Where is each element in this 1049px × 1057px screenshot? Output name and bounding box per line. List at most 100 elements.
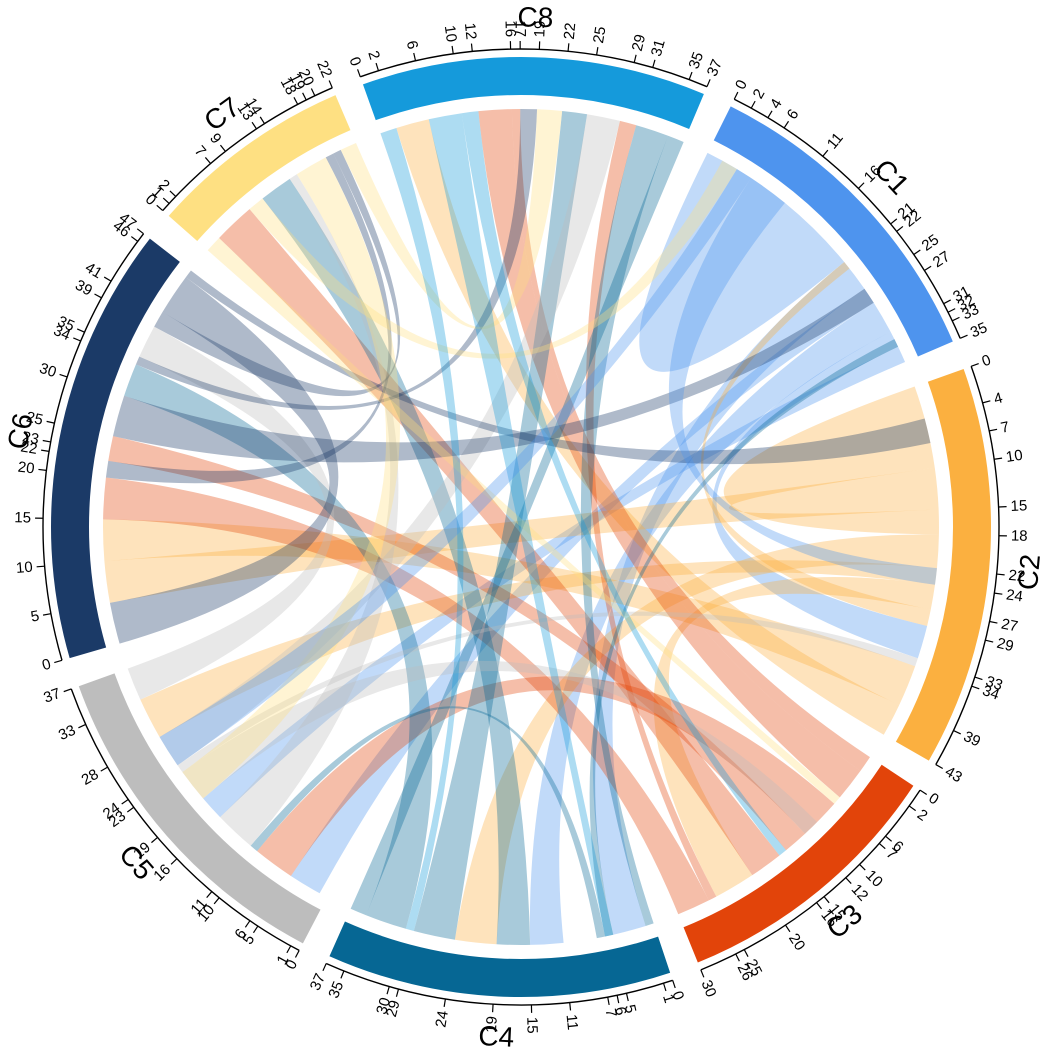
tick-c2-39 bbox=[953, 729, 962, 735]
tick-label-c8-29: 29 bbox=[629, 33, 649, 53]
tick-c2-34 bbox=[971, 685, 980, 690]
tick-c3-0 bbox=[919, 789, 928, 796]
tick-label-c2-10: 10 bbox=[1005, 447, 1024, 466]
tick-label-c8-6: 6 bbox=[403, 39, 421, 51]
tick-label-c8-35: 35 bbox=[685, 50, 707, 72]
tick-label-c7-13: 13 bbox=[234, 100, 257, 123]
tick-c4-30 bbox=[386, 986, 390, 995]
tick-c1-33 bbox=[951, 316, 960, 322]
tick-c8-2 bbox=[375, 62, 380, 71]
tick-c1-0 bbox=[733, 91, 739, 100]
tick-label-c1-27: 27 bbox=[930, 248, 953, 271]
tick-c5-28 bbox=[100, 766, 108, 772]
tick-c4-35 bbox=[340, 970, 345, 979]
tick-label-c2-22: 22 bbox=[1008, 567, 1026, 586]
sector-c4 bbox=[329, 921, 671, 997]
tick-c4-0 bbox=[672, 980, 676, 989]
tick-c4-29 bbox=[395, 988, 400, 997]
tick-label-c7-7: 7 bbox=[191, 143, 209, 160]
tick-label-c3-15: 15 bbox=[825, 901, 849, 925]
tick-label-c3-25: 25 bbox=[742, 956, 765, 979]
tick-label-c8-25: 25 bbox=[590, 25, 609, 44]
tick-c6-34 bbox=[73, 337, 81, 342]
tick-label-c6-22: 22 bbox=[19, 438, 38, 457]
chord-link-c7-c3-39 bbox=[207, 237, 840, 804]
tick-c5-5 bbox=[252, 925, 259, 934]
tick-c8-37 bbox=[706, 79, 711, 87]
axis-c4 bbox=[325, 962, 673, 1006]
chord-link-c1-c2-4 bbox=[712, 331, 928, 659]
chord-link-c3-c6-20 bbox=[103, 477, 709, 915]
tick-c8-31 bbox=[652, 59, 656, 68]
tick-c1-25 bbox=[913, 249, 921, 256]
tick-c3-26 bbox=[735, 953, 740, 962]
sector-c7 bbox=[168, 95, 351, 242]
sector-label-c7: C7 bbox=[198, 91, 245, 137]
tick-label-c2-43: 43 bbox=[942, 763, 965, 786]
tick-c7-7 bbox=[204, 157, 212, 164]
chord-link-c4-c7-24 bbox=[262, 178, 531, 946]
chord-link-c1-c5-46 bbox=[159, 169, 752, 766]
chord-link-c6-c1-35 bbox=[112, 288, 874, 463]
tick-label-c6-34: 34 bbox=[51, 322, 73, 344]
tick-c6-10 bbox=[36, 565, 45, 568]
chord-link-c5-c7-28 bbox=[220, 174, 399, 846]
sector-c8 bbox=[362, 57, 704, 130]
tick-c2-29 bbox=[985, 639, 994, 643]
tick-label-c2-15: 15 bbox=[1010, 497, 1027, 515]
tick-label-c3-26: 26 bbox=[734, 961, 757, 984]
tick-label-c6-25: 25 bbox=[25, 409, 45, 429]
tick-c3-2 bbox=[908, 805, 917, 812]
tick-c5-33 bbox=[78, 723, 86, 729]
tick-c2-0 bbox=[970, 363, 979, 367]
tick-c6-22 bbox=[41, 449, 50, 452]
tick-c2-4 bbox=[982, 400, 991, 404]
tick-label-c1-6: 6 bbox=[784, 106, 803, 122]
tick-label-c8-2: 2 bbox=[364, 49, 383, 62]
tick-c2-22 bbox=[996, 573, 1005, 576]
tick-c4-11 bbox=[569, 1002, 572, 1011]
tick-c7-18 bbox=[293, 97, 299, 105]
tick-label-c4-37: 37 bbox=[307, 971, 329, 993]
chord-link-c8-c4-44 bbox=[428, 113, 614, 937]
chord-link-c2-c6-7 bbox=[104, 467, 939, 603]
tick-c3-6 bbox=[885, 835, 893, 842]
chord-link-c3-c5-16 bbox=[257, 676, 835, 876]
tick-label-c6-46: 46 bbox=[110, 217, 134, 241]
tick-label-c2-34: 34 bbox=[980, 682, 1001, 704]
tick-c2-43 bbox=[935, 764, 944, 770]
chord-link-c6-c2-38 bbox=[185, 270, 931, 465]
links-layer bbox=[103, 108, 939, 946]
tick-label-c6-20: 20 bbox=[17, 459, 36, 478]
tick-label-c4-30: 30 bbox=[373, 996, 394, 1017]
tick-label-c4-5: 5 bbox=[621, 1003, 639, 1015]
tick-c1-21 bbox=[890, 218, 898, 225]
tick-label-c5-28: 28 bbox=[79, 766, 102, 789]
chord-link-c2-c2-6 bbox=[723, 386, 939, 535]
tick-label-c5-33: 33 bbox=[56, 722, 78, 744]
tick-c6-39 bbox=[94, 293, 102, 299]
tick-label-c4-29: 29 bbox=[383, 998, 404, 1018]
tick-c5-37 bbox=[63, 688, 72, 693]
tick-label-c2-4: 4 bbox=[992, 389, 1004, 408]
tick-label-c4-7: 7 bbox=[602, 1007, 620, 1018]
tick-label-c5-24: 24 bbox=[100, 799, 123, 822]
chord-link-c7-c1-40 bbox=[249, 160, 737, 359]
tick-c4-1 bbox=[662, 983, 667, 992]
tick-c5-23 bbox=[126, 806, 135, 813]
tick-c1-27 bbox=[924, 265, 932, 272]
tick-label-c8-31: 31 bbox=[648, 38, 669, 59]
tick-label-c8-17: 17 bbox=[512, 20, 529, 37]
chord-link-c1-c5-2 bbox=[290, 288, 874, 894]
tick-label-c6-41: 41 bbox=[82, 259, 105, 282]
tick-label-c2-7: 7 bbox=[999, 418, 1011, 436]
tick-label-c8-16: 16 bbox=[501, 20, 518, 37]
tick-label-c7-22: 22 bbox=[313, 58, 335, 80]
tick-c3-20 bbox=[785, 924, 791, 933]
tick-label-c2-29: 29 bbox=[995, 635, 1015, 655]
tick-c1-6 bbox=[783, 120, 790, 129]
chord-link-c3-c8-14 bbox=[511, 109, 870, 771]
tick-label-c6-15: 15 bbox=[14, 509, 31, 526]
tick-label-c8-10: 10 bbox=[441, 24, 460, 43]
